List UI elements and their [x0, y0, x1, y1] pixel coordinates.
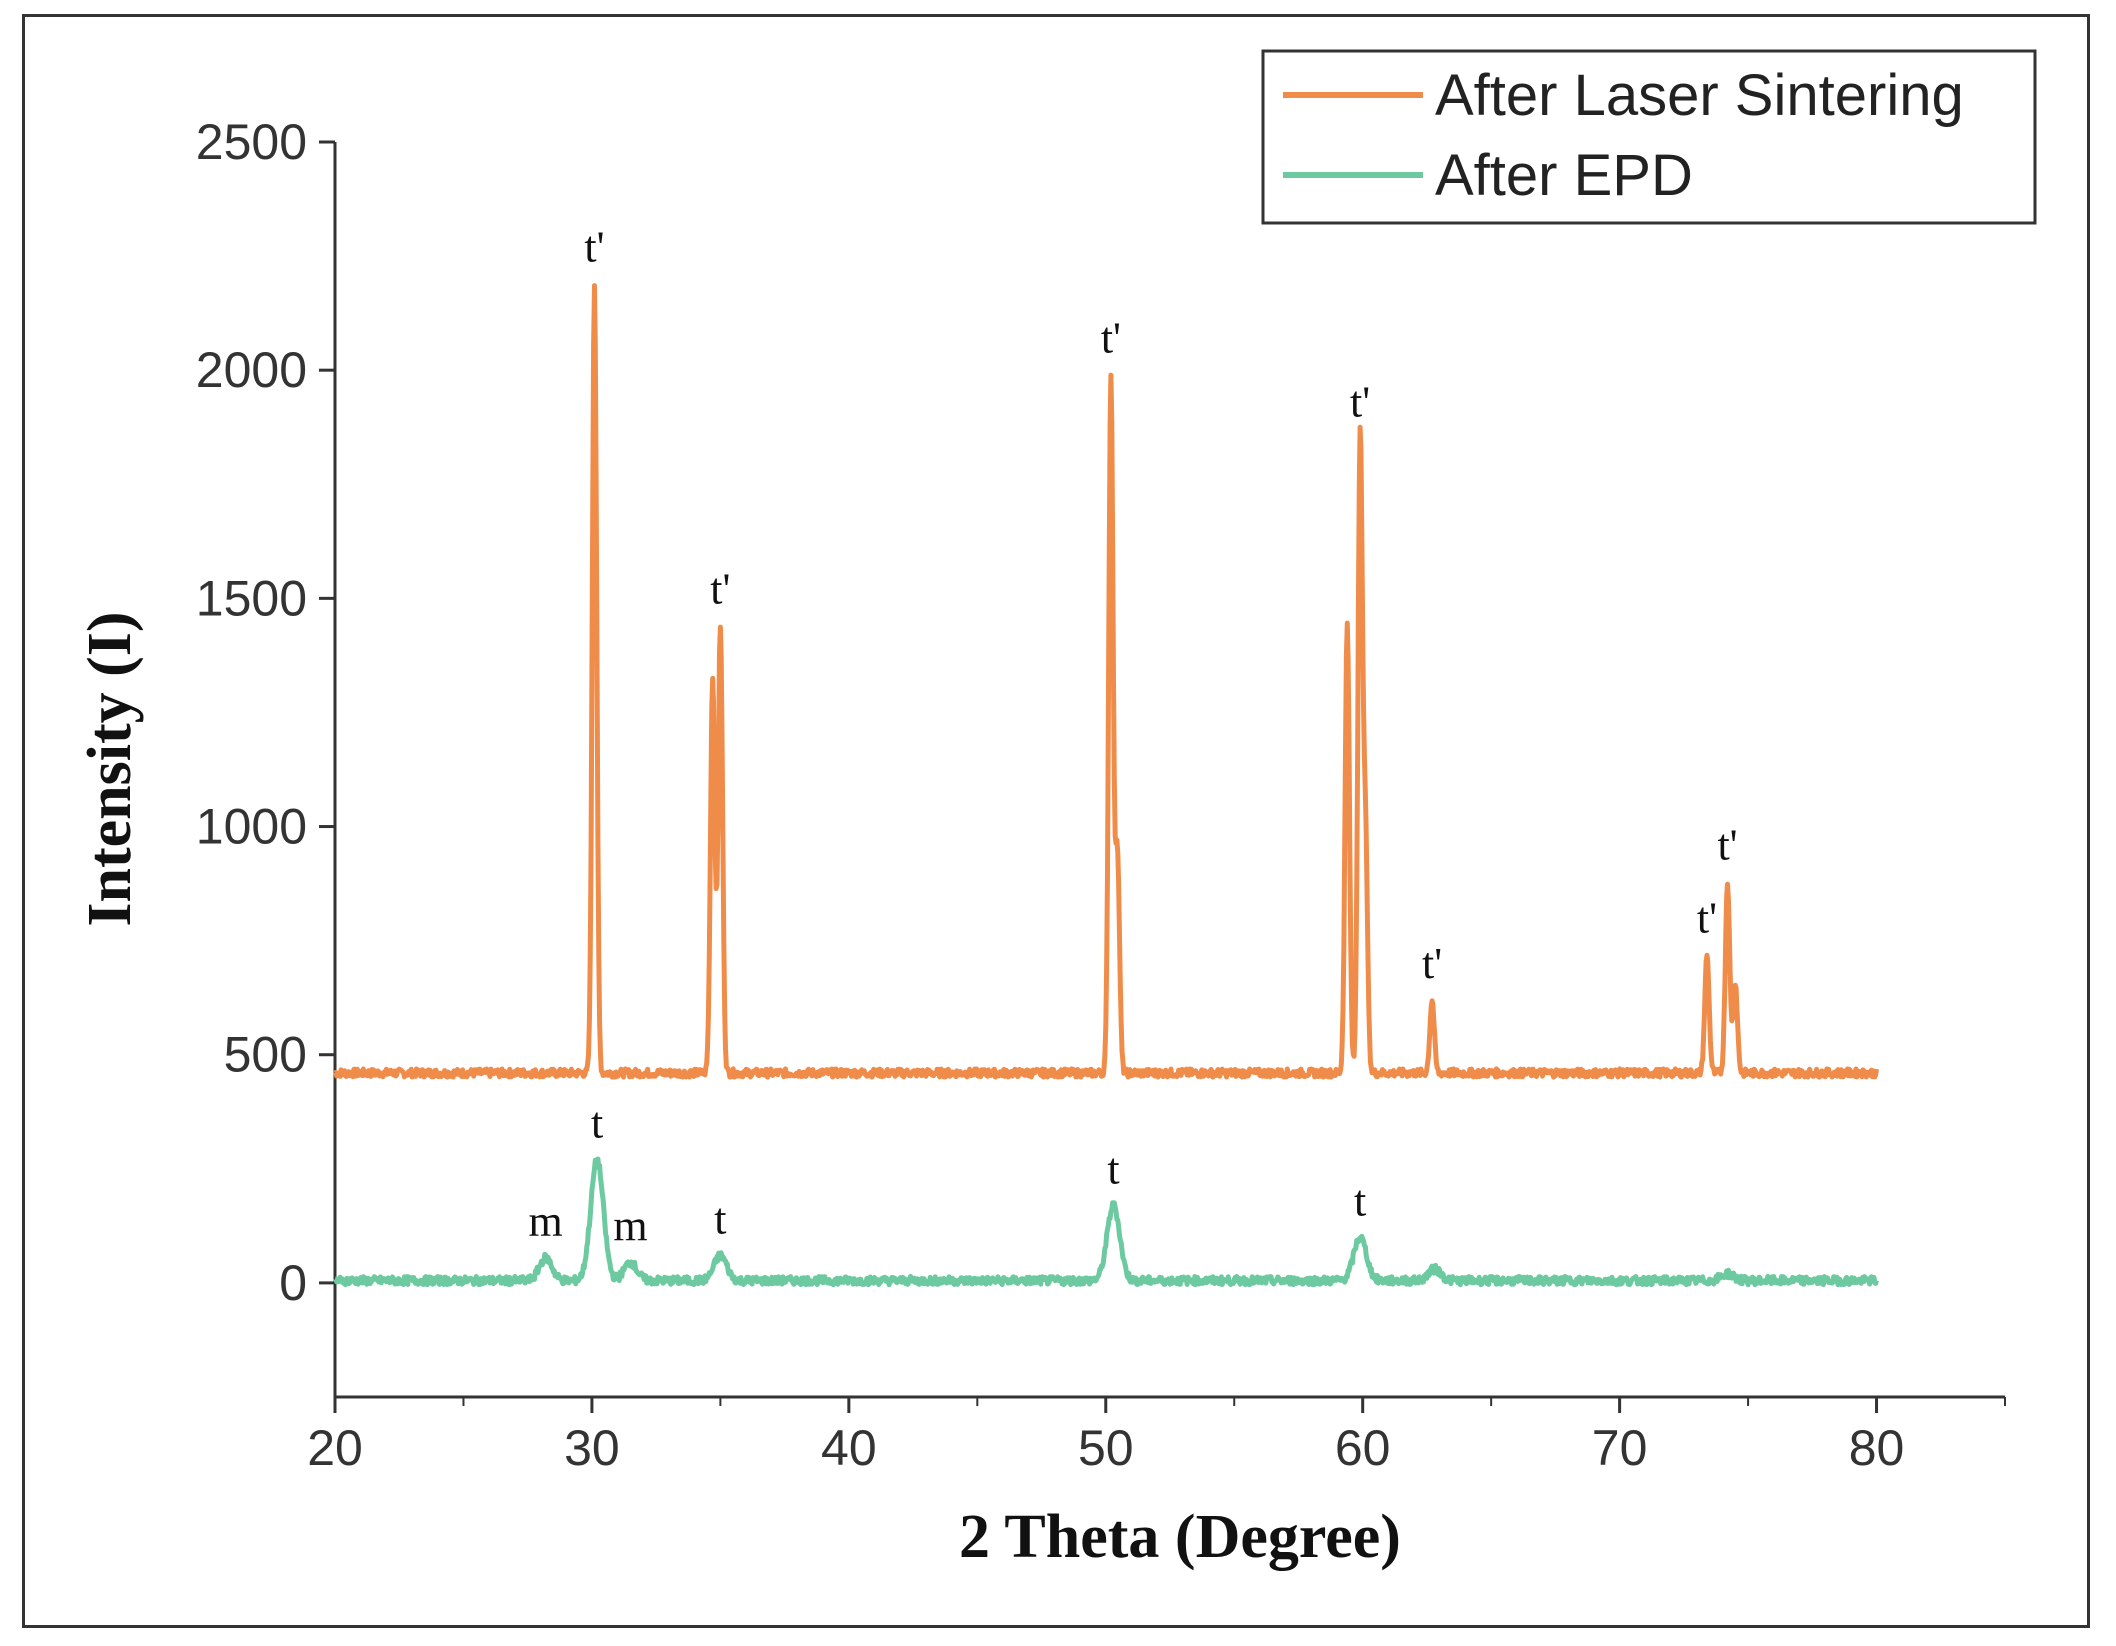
axes	[333, 142, 2005, 1399]
peak-label: t'	[710, 565, 730, 614]
x-tick-label: 40	[821, 1420, 877, 1476]
peak-label: t	[1107, 1144, 1119, 1193]
x-tick-label: 70	[1592, 1420, 1648, 1476]
y-tick-label: 1500	[196, 570, 307, 626]
x-tick-label: 20	[307, 1420, 363, 1476]
peak-label: t'	[1101, 314, 1121, 363]
peak-label: t'	[1697, 893, 1717, 942]
x-tick-label: 80	[1849, 1420, 1905, 1476]
x-tick-label: 60	[1335, 1420, 1391, 1476]
series-layer	[333, 283, 1879, 1288]
peak-label: t'	[1422, 939, 1442, 988]
y-tick-label: 2500	[196, 114, 307, 170]
series-line-epd	[333, 1156, 1879, 1288]
legend-label-epd: After EPD	[1435, 143, 1693, 208]
legend: After Laser Sintering After EPD	[1261, 49, 2037, 225]
peak-label: t'	[584, 222, 604, 271]
peak-label: t	[714, 1195, 726, 1244]
peak-label: t	[1354, 1176, 1366, 1225]
peak-label: m	[613, 1201, 647, 1250]
peak-label: m	[529, 1197, 563, 1246]
x-tick-label: 30	[564, 1420, 620, 1476]
peak-labels: t't't't't't't'mtm ttt	[529, 222, 1738, 1250]
y-tick-label: 1000	[196, 799, 307, 855]
figure-frame: 20 30 40 50 60 70 80 0 500 1000 1500 2000 2500 t' t' t…	[22, 14, 2090, 1628]
legend-label-laser: After Laser Sintering	[1435, 63, 1964, 128]
x-tick-label: 50	[1078, 1420, 1134, 1476]
peak-label: t'	[1717, 820, 1737, 869]
y-tick-label: 0	[279, 1255, 307, 1311]
x-axis-title: 2 Theta (Degree)	[959, 1503, 1401, 1571]
legend-box	[1261, 49, 2037, 225]
y-axis-title: Intensity (I)	[76, 611, 144, 926]
y-tick-label: 500	[224, 1027, 307, 1083]
y-tick-label: 2000	[196, 342, 307, 398]
axis-ticks: 20 30 40 50 60 70 80 0 500 1000 1500 2000 2500	[196, 114, 2006, 1476]
peak-label: t'	[1350, 378, 1370, 427]
series-line-laser-sintering	[333, 283, 1879, 1080]
peak-label: t	[591, 1099, 603, 1148]
